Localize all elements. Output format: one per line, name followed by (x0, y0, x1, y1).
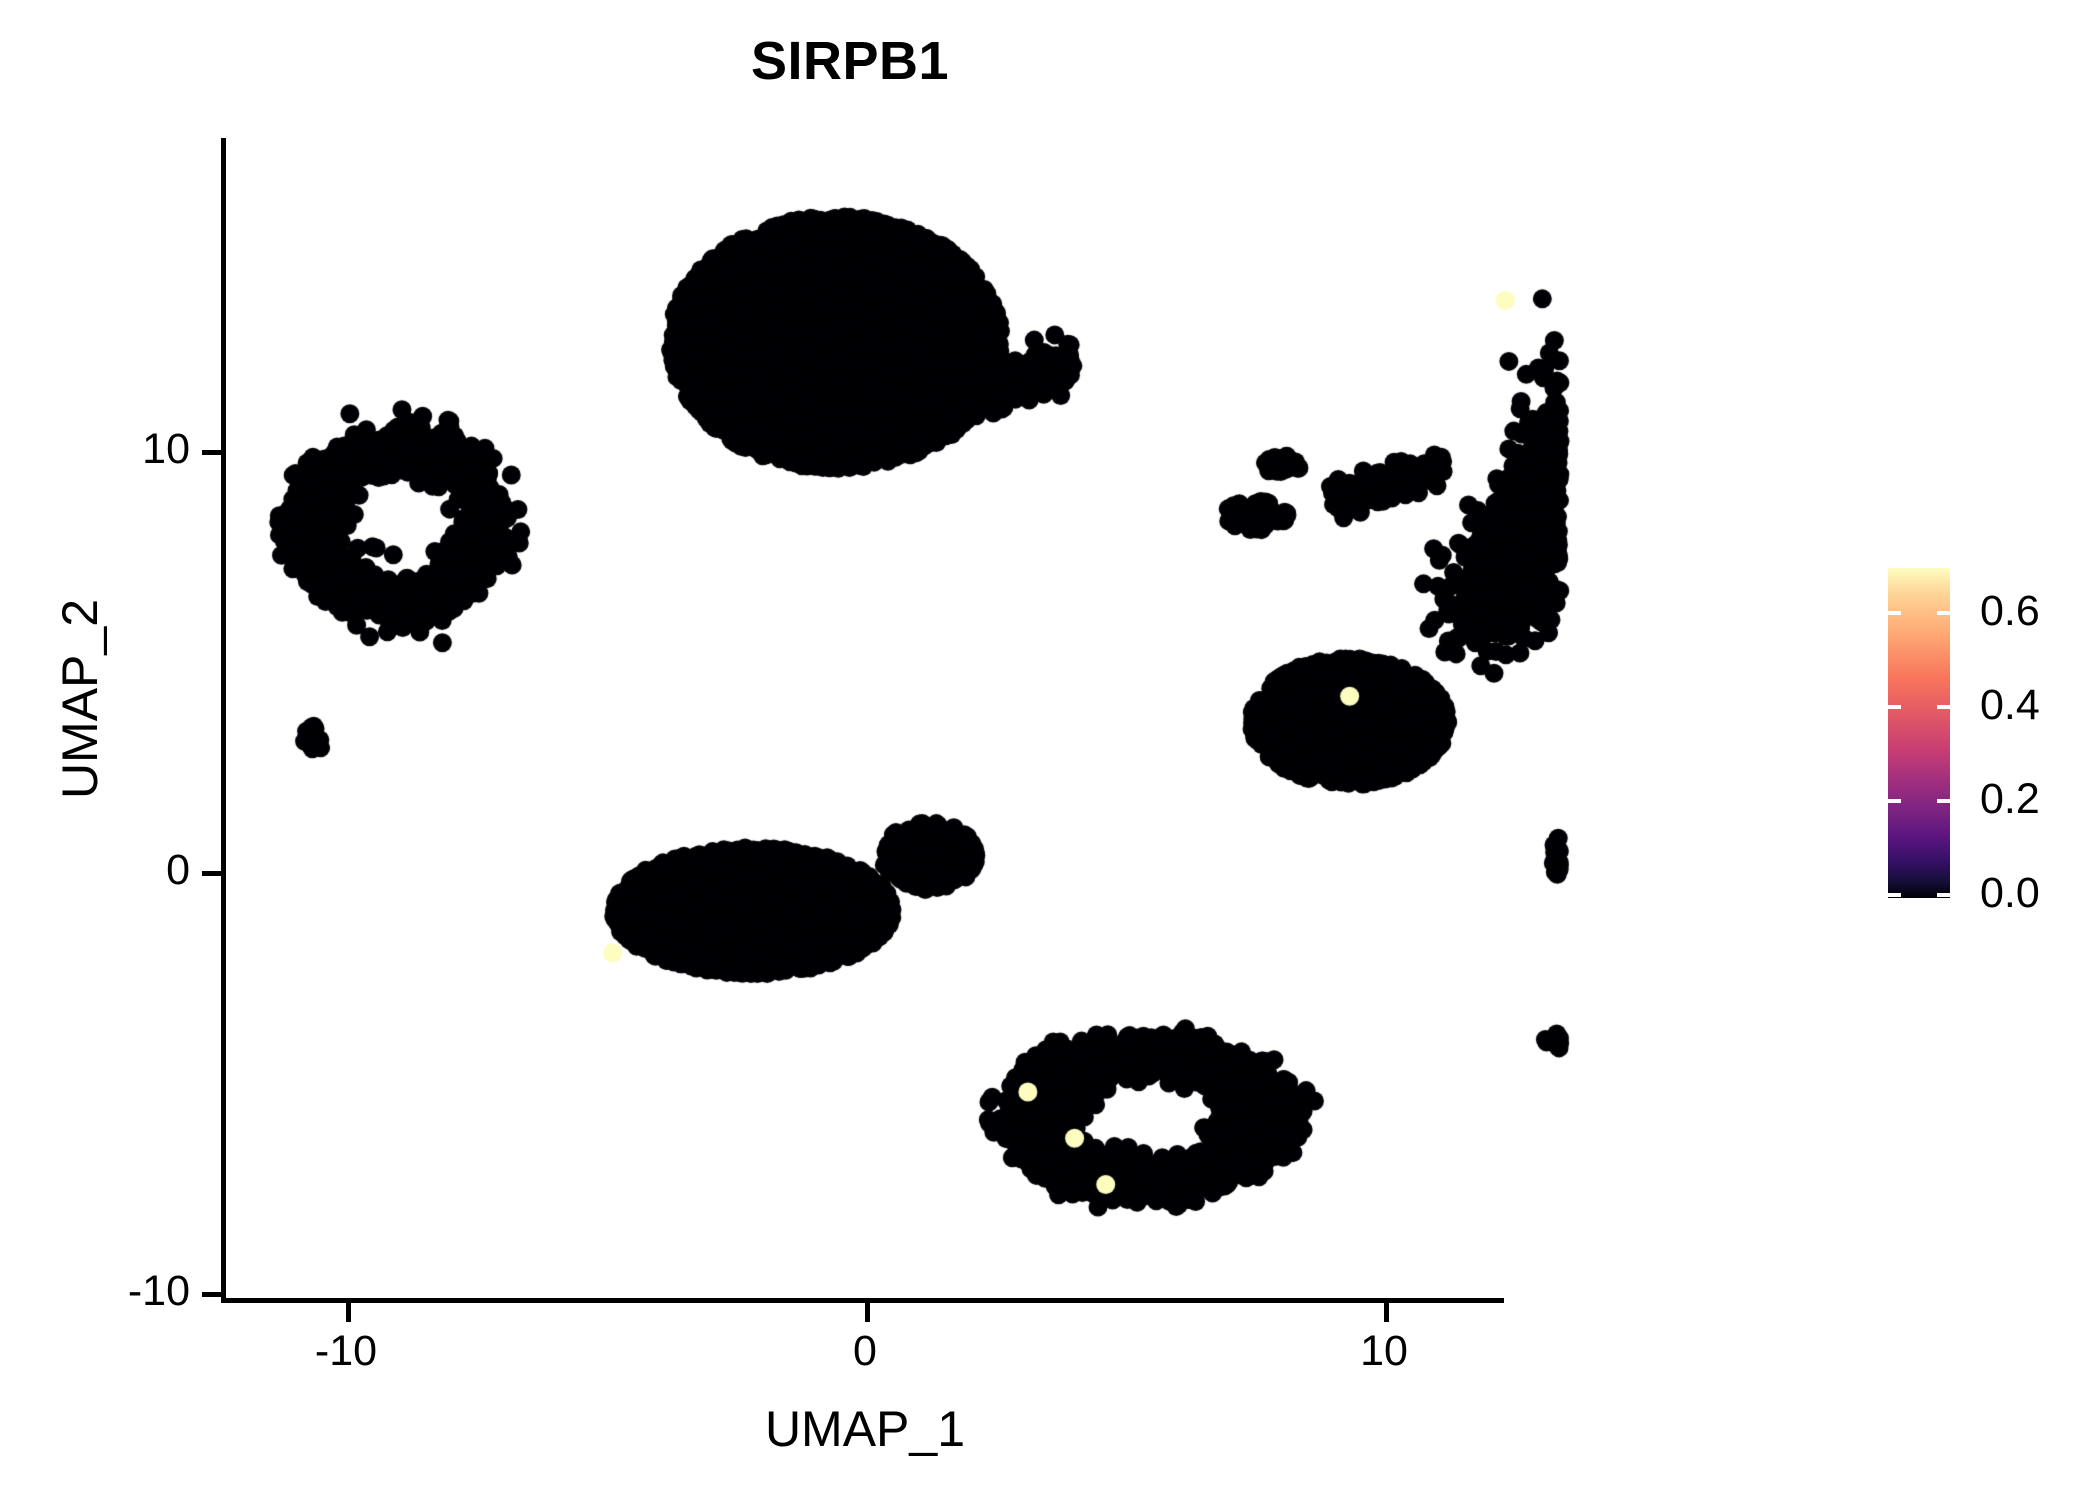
x-tick-label-0: 0 (853, 1327, 877, 1375)
x-tick-label-neg10: -10 (314, 1327, 378, 1375)
colorbar-tick-0.2-right (1937, 799, 1950, 803)
x-axis-line (221, 1298, 1504, 1303)
colorbar-legend: 0.6 0.4 0.2 0.0 (1888, 568, 2040, 915)
colorbar-label-0.2: 0.2 (1980, 775, 2040, 823)
colorbar-tick-0.6-left (1888, 611, 1901, 615)
colorbar-tick-0.4-right (1937, 705, 1950, 709)
y-tick-label-10: 10 (142, 425, 190, 473)
y-axis-title: UMAP_2 (52, 598, 108, 800)
x-tick-mark-10 (1384, 1303, 1389, 1322)
y-tick-label-neg10: -10 (127, 1267, 190, 1315)
y-tick-mark-0 (202, 871, 221, 876)
y-axis-line (221, 138, 226, 1303)
colorbar-tick-0.0-left (1888, 893, 1901, 897)
colorbar-gradient (1888, 568, 1950, 898)
y-tick-mark-neg10 (202, 1292, 221, 1297)
x-axis-title: UMAP_1 (764, 1401, 966, 1457)
x-tick-mark-neg10 (346, 1303, 351, 1322)
x-tick-mark-0 (865, 1303, 870, 1322)
colorbar-label-0.6: 0.6 (1980, 587, 2040, 635)
colorbar-tick-0.6-right (1937, 611, 1950, 615)
y-tick-mark-10 (202, 450, 221, 455)
colorbar-tick-0.2-left (1888, 799, 1901, 803)
colorbar-tick-0.4-left (1888, 705, 1901, 709)
x-tick-label-10: 10 (1360, 1327, 1408, 1375)
colorbar-label-0.4: 0.4 (1980, 681, 2040, 729)
colorbar-tick-0.0-right (1937, 893, 1950, 897)
y-tick-label-0: 0 (166, 846, 190, 894)
colorbar-label-0.0: 0.0 (1980, 869, 2040, 917)
